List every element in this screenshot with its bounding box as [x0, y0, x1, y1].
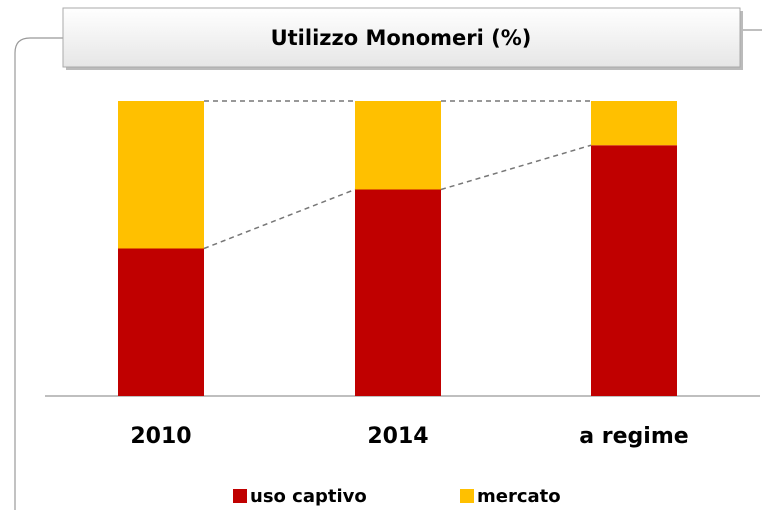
bar-segment — [118, 248, 204, 396]
bar-segment — [355, 189, 441, 396]
x-tick-label: a regime — [579, 424, 688, 449]
legend-swatch — [233, 489, 247, 503]
connector — [440, 144, 592, 191]
legend-label: mercato — [477, 486, 561, 507]
x-tick-label: 2010 — [130, 424, 191, 449]
bar-segment — [591, 101, 677, 146]
chart-title: Utilizzo Monomeri (%) — [271, 26, 532, 50]
bar-segment — [591, 145, 677, 396]
bar-segment — [118, 101, 204, 249]
x-tick-label: 2014 — [367, 424, 428, 449]
legend-label: uso captivo — [250, 486, 367, 507]
frame — [14, 29, 762, 510]
legend-swatch — [460, 489, 474, 503]
connector — [203, 188, 356, 250]
bar-segment — [355, 101, 441, 190]
title-box — [62, 7, 741, 68]
